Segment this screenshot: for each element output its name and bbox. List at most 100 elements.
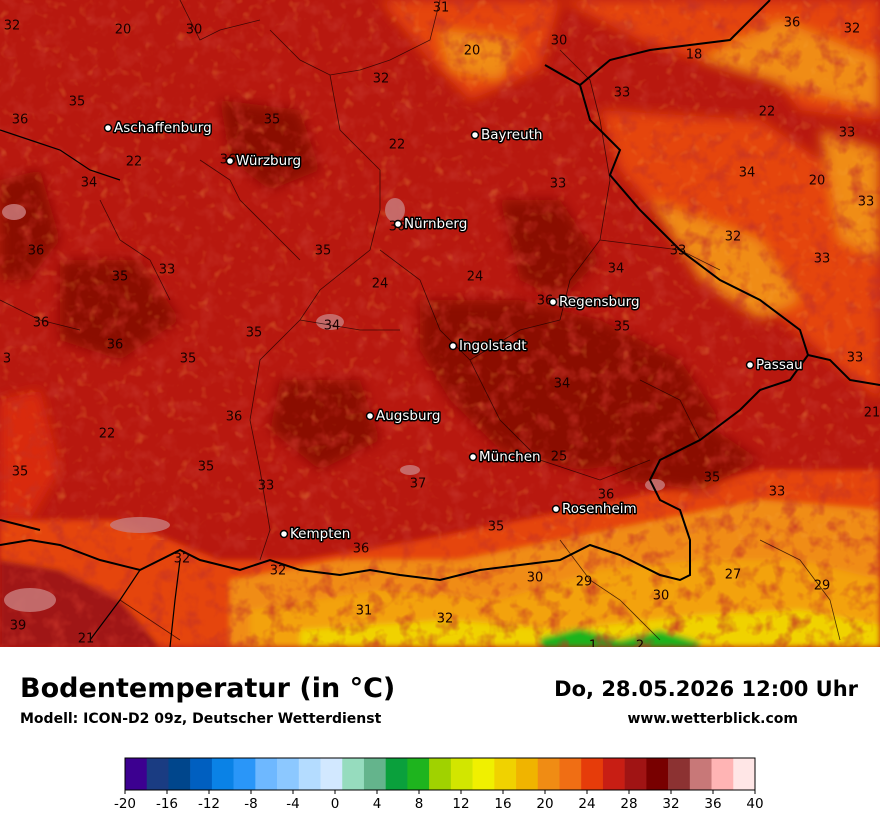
value-label: 35 (69, 95, 86, 110)
legend-swatch (429, 758, 452, 790)
texture-orange (0, 0, 880, 540)
legend-swatch (342, 758, 365, 790)
legend-swatch (277, 758, 300, 790)
value-label: 33 (159, 263, 176, 278)
city-dot-icon (103, 123, 113, 133)
city-kempten[interactable]: Kempten (279, 525, 352, 544)
city-würzburg[interactable]: Würzburg (225, 152, 303, 171)
value-label: 33 (614, 86, 631, 101)
value-label: 27 (725, 568, 742, 583)
value-label: 34 (81, 176, 98, 191)
city-regensburg[interactable]: Regensburg (548, 293, 641, 312)
legend-tick-label: 16 (494, 796, 511, 812)
city-nürnberg[interactable]: Nürnberg (393, 215, 469, 234)
legend-swatch (320, 758, 343, 790)
value-label: 22 (759, 105, 776, 120)
value-label: 34 (739, 166, 756, 181)
color-legend: -20 -16 -12 -8 -4 0 4 8 12 16 20 24 28 32 36 40 (114, 757, 764, 812)
value-label: 33 (550, 177, 567, 192)
value-label: 36 (353, 542, 370, 557)
value-label: 29 (576, 575, 593, 590)
value-label: 29 (814, 579, 831, 594)
city-label: Passau (756, 357, 803, 373)
city-label: Bayreuth (481, 127, 543, 143)
legend-tick-label: 8 (415, 796, 424, 812)
value-label: 37 (410, 477, 427, 492)
city-label: Würzburg (236, 153, 301, 169)
city-dot-icon (468, 452, 478, 462)
temperature-map[interactable]: 3220303120301836323536353233223322223436… (0, 0, 880, 654)
legend-swatch (689, 758, 712, 790)
state-borders (0, 129, 181, 648)
legend-swatch (233, 758, 256, 790)
legend-swatch (407, 758, 430, 790)
city-label: München (479, 449, 541, 465)
value-label: 35 (112, 270, 129, 285)
country-borders (0, 0, 880, 582)
legend-tick-label: 32 (662, 796, 679, 812)
legend-tick-label: -8 (244, 796, 257, 812)
city-münchen[interactable]: München (468, 448, 542, 467)
legend-tick-label: -12 (198, 796, 220, 812)
value-label: 35 (198, 460, 215, 475)
legend-tick-label: 36 (704, 796, 721, 812)
city-passau[interactable]: Passau (745, 356, 804, 375)
website-link[interactable]: www.wetterblick.com (627, 711, 799, 727)
legend-swatch (711, 758, 734, 790)
city-rosenheim[interactable]: Rosenheim (551, 500, 638, 519)
value-label: 31 (433, 1, 450, 16)
value-label: 30 (527, 571, 544, 586)
legend-swatch (168, 758, 191, 790)
city-label: Rosenheim (562, 501, 637, 517)
value-label: 36 (537, 294, 554, 309)
value-label: 35 (12, 465, 29, 480)
value-label: 25 (551, 450, 568, 465)
legend-swatch (363, 758, 386, 790)
value-label: 36 (12, 113, 29, 128)
value-label: 22 (389, 138, 406, 153)
legend-tick-label: 12 (452, 796, 469, 812)
city-label: Regensburg (559, 294, 640, 310)
value-label: 34 (554, 377, 571, 392)
value-label: 39 (10, 619, 27, 634)
legend-swatch (450, 758, 473, 790)
value-label: 32 (4, 19, 21, 34)
value-label: 31 (356, 604, 373, 619)
value-label: 36 (598, 488, 615, 503)
legend-swatch (624, 758, 647, 790)
city-label: Ingolstadt (459, 338, 527, 354)
legend-tick-label: 40 (746, 796, 763, 812)
value-label: 24 (372, 277, 389, 292)
value-label: 36 (107, 338, 124, 353)
legend-swatch (537, 758, 560, 790)
city-dot-icon (551, 504, 561, 514)
city-dot-icon (365, 411, 375, 421)
city-augsburg[interactable]: Augsburg (365, 407, 442, 426)
legend-swatch (581, 758, 604, 790)
value-label: 35 (488, 520, 505, 535)
city-dot-icon (279, 529, 289, 539)
value-label: 33 (839, 126, 856, 141)
value-label: 30 (653, 589, 670, 604)
value-label: 36 (226, 410, 243, 425)
city-bayreuth[interactable]: Bayreuth (470, 126, 544, 145)
legend-tick-label: -20 (114, 796, 136, 812)
value-label: 35 (246, 326, 263, 341)
legend-swatch (668, 758, 691, 790)
city-ingolstadt[interactable]: Ingolstadt (448, 337, 528, 356)
legend-tick-label: -4 (286, 796, 299, 812)
city-dot-icon (448, 341, 458, 351)
value-label: 20 (809, 174, 826, 189)
value-label: 35 (704, 471, 721, 486)
value-label: 1 (589, 639, 597, 648)
value-label: 36 (784, 16, 801, 31)
hot-spots (2, 198, 665, 612)
value-label: 33 (814, 252, 831, 267)
value-label: 32 (373, 72, 390, 87)
legend-swatch (494, 758, 517, 790)
value-label: 22 (99, 427, 116, 442)
value-label: 35 (315, 244, 332, 259)
legend-tick-label: 28 (620, 796, 637, 812)
value-label: 30 (186, 23, 203, 38)
city-aschaffenburg[interactable]: Aschaffenburg (103, 119, 213, 138)
